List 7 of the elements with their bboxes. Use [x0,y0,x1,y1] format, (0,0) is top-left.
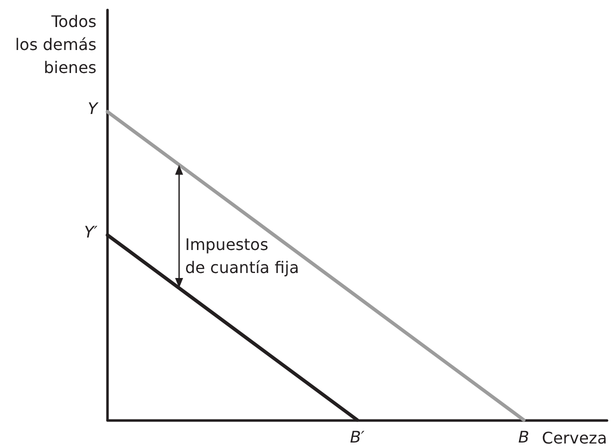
text: Y [88,99,99,118]
annotation: Impuestos de cuantía fija [185,235,299,278]
text: Y′ [84,222,98,242]
x-tick-label: B [518,428,530,446]
x-tick-label: B′ [350,428,365,446]
y-axis-title: Todos los demás bienes [15,12,96,77]
x-axis-title: Cerveza [542,428,607,448]
